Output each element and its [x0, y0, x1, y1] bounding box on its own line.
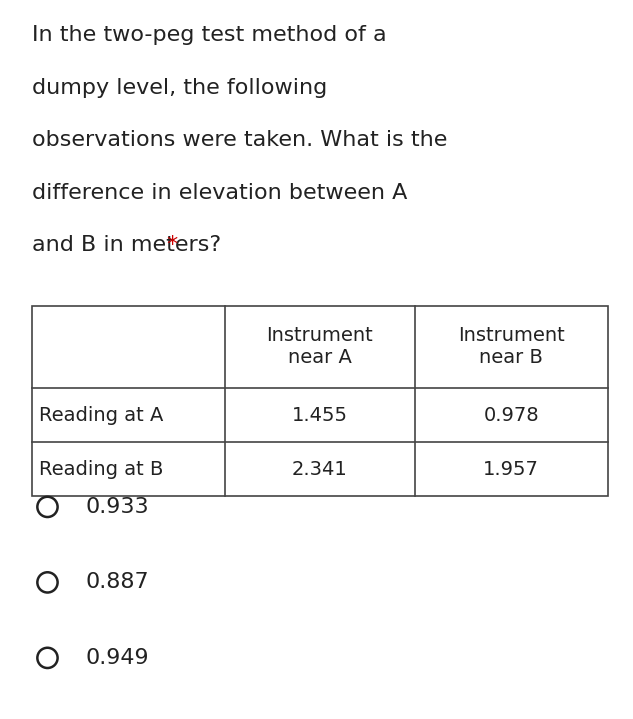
Text: observations were taken. What is the: observations were taken. What is the — [32, 130, 447, 150]
Text: and B in meters?: and B in meters? — [32, 235, 228, 255]
Text: Instrument
near B: Instrument near B — [458, 326, 565, 367]
Text: Instrument
near A: Instrument near A — [266, 326, 373, 367]
Text: 0.978: 0.978 — [484, 406, 539, 425]
Text: Reading at A: Reading at A — [39, 406, 163, 425]
Text: difference in elevation between A: difference in elevation between A — [32, 183, 407, 203]
Text: 0.887: 0.887 — [85, 572, 149, 592]
Text: In the two-peg test method of a: In the two-peg test method of a — [32, 25, 386, 45]
Text: 0.933: 0.933 — [85, 497, 149, 517]
Text: Reading at B: Reading at B — [39, 459, 163, 479]
Bar — [32, 306, 608, 496]
Text: *: * — [166, 235, 177, 255]
Text: 1.455: 1.455 — [292, 406, 348, 425]
Text: 1.957: 1.957 — [483, 459, 539, 479]
Text: dumpy level, the following: dumpy level, the following — [32, 78, 327, 98]
Text: 2.341: 2.341 — [292, 459, 348, 479]
Text: 0.949: 0.949 — [85, 648, 149, 668]
